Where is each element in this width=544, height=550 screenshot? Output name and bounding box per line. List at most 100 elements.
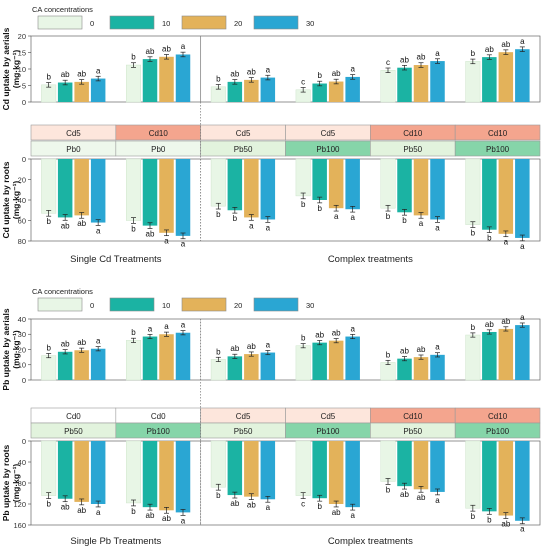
chart1-bottom-bar-g3-s2 (244, 159, 259, 218)
chart2-top-bar-g4-s3 (345, 336, 360, 380)
chart2-bottom-bar-g3-s3 (260, 441, 276, 500)
chart2-bottom-bar-g4-s0 (295, 440, 311, 496)
chart1-top-bar-g4-s3 (345, 76, 360, 102)
chart2-legend-label-20: 20 (234, 301, 242, 310)
chart1-top-letter-g5-s1: ab (400, 55, 409, 64)
chart1-bottom-tick-label-4: 80 (18, 237, 26, 246)
chart1-bottom-letter-g1-s1: ab (61, 221, 70, 230)
chart2-bottom-letter-g6-s1: b (487, 515, 492, 524)
chart2-top-letter-g6-s1: ab (485, 320, 494, 329)
chart1-strip-cd-label-4: Cd5 (321, 129, 336, 138)
chart1-strip-pb-6 (454, 140, 541, 157)
chart1-bottom-letter-g6-s0: b (471, 228, 476, 237)
chart2-bottom-tick-label-3: 120 (13, 500, 26, 509)
chart1-strip-cd-label-6: Cd10 (488, 129, 508, 138)
chart1-top-bar-g6-s2 (498, 52, 514, 102)
chart2-top-letter-g4-s2: ab (332, 329, 341, 338)
chart1-top-letter-g5-s0: c (386, 58, 390, 67)
chart1-strip-cd-label-5: Cd10 (403, 129, 423, 138)
chart1-top-letter-g6-s2: ab (501, 40, 510, 49)
chart2-top-ylabel-unit: (mg·kg⁻¹) (11, 330, 21, 369)
chart1-strip-pb-label-5: Pb50 (403, 145, 422, 154)
chart2-bottom-bar-g2-s0 (126, 440, 141, 504)
chart2-top-bar-g3-s1 (227, 356, 243, 380)
chart1-bottom-letter-g6-s1: b (487, 234, 492, 243)
chart2-bottom-letter-g3-s2: ab (247, 501, 256, 510)
chart2-top-bar-g5-s0 (380, 362, 396, 381)
chart2-top-frame (30, 318, 541, 381)
chart2-top-bar-g4-s2 (328, 340, 344, 380)
chart1-strip-cd-label-1: Cd5 (66, 129, 81, 138)
chart1-legend-label-20: 20 (234, 19, 242, 28)
chart2-bottom-letter-g6-s3: a (520, 525, 525, 534)
chart1-top-letter-g5-s2: ab (417, 53, 426, 62)
chart1-top-bar-g2-s0 (126, 64, 141, 103)
chart1-bottom-bar-g6-s0 (465, 158, 481, 225)
chart1-bottom-tick-label-1: 20 (18, 175, 26, 184)
chart1-bottom-letter-g4-s0: b (301, 200, 306, 209)
chart1-bottom-letter-g3-s3: a (266, 223, 271, 232)
chart2-top-tick-label-1: 10 (18, 361, 26, 370)
chart1-bottom-bar-g6-s3 (515, 159, 530, 238)
chart1-section-label-1: Single Cd Treatments (70, 254, 162, 265)
chart1-bottom-bar-g1-s1 (57, 159, 73, 218)
chart1-bottom-letter-g5-s0: b (386, 212, 391, 221)
chart1-strip-pb-label-6: Pb100 (486, 145, 510, 154)
chart1-bottom-bar-g4-s1 (312, 159, 327, 200)
chart2-top-tick-label-3: 30 (18, 330, 26, 339)
chart1-top-letter-g2-s0: b (131, 53, 136, 62)
chart1-bottom-bar-g2-s0 (126, 158, 141, 221)
chart1-legend-title: CA concentrations (32, 5, 93, 14)
chart1-strip-pb-label-4: Pb100 (316, 145, 340, 154)
chart1-top-bar-g3-s2 (244, 79, 259, 102)
chart1-bottom-bar-g1-s2 (74, 159, 89, 216)
chart2-top-bar-g5-s3 (430, 354, 445, 380)
chart2-bottom-bar-g2-s1 (142, 441, 158, 508)
chart2-top-letter-g2-s1: a (148, 324, 153, 333)
chart1-bottom-letter-g3-s0: b (216, 210, 221, 219)
chart2-top-bar-g1-s2 (74, 350, 89, 380)
chart2-bottom-letter-g2-s2: ab (162, 514, 171, 523)
chart2-top-letter-g2-s3: a (181, 321, 186, 330)
chart1-bottom-bar-g5-s3 (430, 159, 445, 220)
chart2-top-bar-g6-s1 (482, 331, 497, 380)
chart1-bottom-tick-label-3: 60 (18, 216, 26, 225)
chart2-section-label-1: Single Pb Treatments (70, 536, 161, 547)
chart1-legend-swatch-30 (253, 15, 299, 30)
chart2-legend-swatch-20 (181, 297, 227, 312)
chart2-bottom-letter-g5-s1: ab (400, 490, 409, 499)
chart2-bottom-bar-g1-s0 (41, 440, 57, 496)
chart1-bottom-ylabel-unit: (mg·kg⁻¹) (11, 181, 21, 220)
chart2-strip-pb-label-2: Pb100 (147, 427, 171, 436)
chart2-bottom-ylabel: Pb uptake by roots (1, 444, 11, 521)
chart1-bottom-bar-g3-s3 (260, 159, 276, 220)
chart2-bottom-letter-g1-s2: ab (77, 506, 86, 515)
chart2-strip-pb-label-4: Pb100 (316, 427, 340, 436)
chart1-top-letter-g2-s1: ab (146, 47, 155, 56)
chart1-bottom-letter-g6-s3: a (520, 242, 525, 251)
chart2-legend-label-10: 10 (162, 301, 170, 310)
chart2-bottom-letter-g5-s3: a (435, 496, 440, 505)
chart1-strip-cd-label-3: Cd5 (236, 129, 251, 138)
chart2-top-tick-label-0: 0 (22, 376, 26, 385)
chart1-bottom-tick-label-0: 0 (22, 155, 26, 164)
chart2-top-bar-g1-s1 (57, 351, 73, 380)
chart2-top-letter-g3-s2: ab (247, 342, 256, 351)
chart1-top-bar-g2-s2 (159, 56, 174, 102)
chart1-top-bar-g5-s3 (430, 61, 445, 102)
chart2-top-letter-g2-s0: b (131, 328, 136, 337)
chart2-top-bar-g3-s2 (244, 354, 259, 380)
chart1-bottom-ylabel: Cd uptake by roots (1, 161, 11, 238)
chart1-bottom-letter-g4-s3: a (350, 213, 355, 222)
chart2-bottom-bar-g6-s2 (498, 441, 514, 516)
chart2-bottom-letter-g5-s0: b (386, 485, 391, 494)
chart1-top-letter-g3-s0: b (216, 75, 221, 84)
chart2-top-bar-g2-s3 (175, 332, 191, 380)
chart1-bottom-bar-g2-s2 (159, 159, 174, 233)
chart2-strip-pb-6 (454, 422, 541, 439)
chart2-bottom-bar-g6-s1 (482, 441, 497, 512)
chart2-bottom-letter-g5-s2: ab (417, 493, 426, 502)
chart1-top-tick-label-0: 0 (22, 98, 26, 107)
chart1-top-letter-g6-s1: ab (485, 45, 494, 54)
